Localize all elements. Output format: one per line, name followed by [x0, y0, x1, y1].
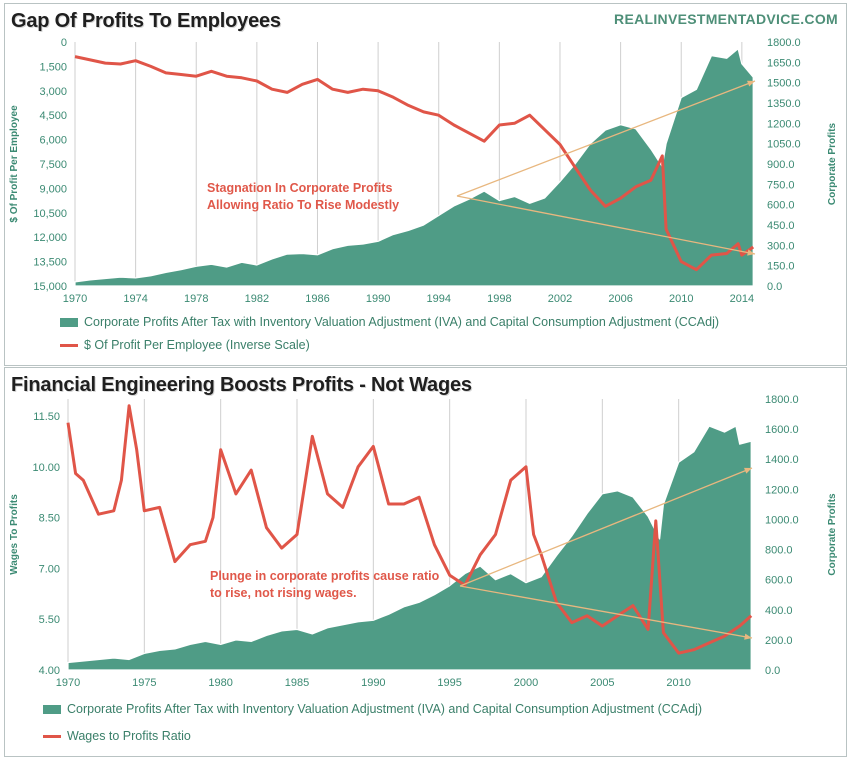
x-tick-label: 1986 [305, 293, 329, 305]
y-right-tick-label: 1050.0 [767, 139, 801, 151]
x-tick-label: 2002 [548, 293, 572, 305]
y-left-tick-label: 6,000 [39, 135, 67, 147]
y-left-tick-label: 5.50 [39, 614, 60, 626]
x-tick-label: 1995 [437, 677, 461, 689]
legend-swatch-area [60, 318, 78, 328]
legend-swatch-line [43, 735, 61, 739]
trend-arrow-up [456, 80, 756, 197]
x-tick-label: 1982 [245, 293, 269, 305]
x-tick-label: 1990 [366, 293, 390, 305]
y-right-tick-label: 200.0 [765, 635, 793, 647]
chart-title-2: Financial Engineering Boosts Profits - N… [11, 374, 472, 396]
y-left-tick-label: 0 [61, 37, 67, 49]
chart-2-plot: 1970 1975 1980 1985 1990 1995 2000 2005 2010 4.00… [9, 394, 838, 689]
y-right-tick-label: 600.0 [767, 200, 795, 212]
profits-area-series [67, 425, 752, 671]
y-left-tick-label: 4,500 [39, 110, 67, 122]
y-left-tick-label: 10.00 [32, 462, 60, 474]
x-tick-label: 2000 [514, 677, 538, 689]
y-right-tick-label: 300.0 [767, 240, 795, 252]
trend-arrow-down-head [747, 249, 755, 256]
x-tick-label: 1970 [56, 677, 80, 689]
legend-item-area-2: Corporate Profits After Tax with Invento… [43, 702, 702, 716]
y-right-tick-label: 1000.0 [765, 514, 799, 526]
chart-title-1: Gap Of Profits To Employees [11, 10, 281, 32]
chart-1-plot: 1970 1974 1978 1982 1986 1990 1994 1998 2002 2006… [9, 37, 838, 305]
y-left-tick-label: 4.00 [39, 665, 60, 677]
y-right-tick-label: 1200.0 [767, 118, 801, 130]
x-tick-label: 2006 [608, 293, 632, 305]
legend-item-area-1: Corporate Profits After Tax with Invento… [60, 315, 719, 329]
y-right-tick-label: 0.0 [765, 665, 780, 677]
y-right-tick-label: 0.0 [767, 281, 782, 293]
trend-arrow-up [459, 467, 753, 587]
y-left-tick-label: 9,000 [39, 183, 67, 195]
x-tick-label: 1998 [487, 293, 511, 305]
legend-label-area: Corporate Profits After Tax with Invento… [67, 702, 703, 716]
annotation-1: Stagnation In Corporate Profits Allowing… [207, 181, 400, 212]
y-right-tick-label: 1350.0 [767, 98, 801, 110]
trend-arrow-down-head [744, 633, 752, 640]
y-left-axis-title: Wages To Profits [9, 494, 20, 575]
y-left-tick-label: 13,500 [33, 257, 67, 269]
x-tick-label: 1970 [63, 293, 87, 305]
site-watermark: REALINVESTMENTADVICE.COM [614, 11, 838, 27]
y-right-tick-label: 750.0 [767, 179, 795, 191]
y-left-tick-label: 10,500 [33, 208, 67, 220]
trend-arrow-down [456, 195, 756, 255]
trend-arrow-up-head [747, 80, 755, 87]
y-right-tick-label: 1600.0 [765, 424, 799, 436]
annotation-2: Plunge in corporate profits cause ratio … [210, 569, 440, 600]
x-tick-label: 1974 [123, 293, 147, 305]
legend-item-line-1: $ Of Profit Per Employee (Inverse Scale) [60, 338, 310, 352]
x-tick-label: 1985 [285, 677, 309, 689]
ratio-line-series [74, 55, 755, 272]
y-right-tick-label: 1800.0 [767, 37, 801, 49]
x-tick-label: 2010 [669, 293, 693, 305]
x-tick-label: 1994 [426, 293, 450, 305]
y-left-tick-label: 11.50 [33, 411, 60, 423]
x-tick-label: 1978 [184, 293, 208, 305]
y-right-tick-label: 150.0 [767, 261, 795, 273]
x-tick-label: 1975 [132, 677, 156, 689]
legend-swatch-area [43, 705, 61, 715]
profits-area-series [74, 48, 754, 287]
x-tick-label: 2014 [730, 293, 754, 305]
y-right-tick-label: 1500.0 [767, 78, 801, 90]
trend-arrow-down [459, 585, 753, 639]
x-tick-label: 2005 [590, 677, 614, 689]
x-tick-label: 1990 [361, 677, 385, 689]
legend-label-line: $ Of Profit Per Employee (Inverse Scale) [84, 338, 310, 352]
y-right-tick-label: 1800.0 [765, 394, 799, 406]
y-right-axis-title: Corporate Profits [827, 122, 838, 205]
y-left-tick-label: 3,000 [39, 86, 67, 98]
x-tick-label: 1980 [208, 677, 232, 689]
y-right-tick-label: 600.0 [765, 575, 793, 587]
y-left-tick-label: 12,000 [33, 232, 67, 244]
chart-panel-2: Financial Engineering Boosts Profits - N… [4, 367, 847, 757]
legend-item-line-2: Wages to Profits Ratio [43, 729, 191, 743]
y-right-tick-label: 900.0 [767, 159, 795, 171]
y-left-tick-label: 8.50 [39, 513, 60, 525]
legend-label-area: Corporate Profits After Tax with Invento… [84, 315, 720, 329]
y-right-tick-label: 1200.0 [765, 484, 799, 496]
chart-panel-1: Gap Of Profits To Employees REALINVESTME… [4, 3, 847, 366]
y-left-axis-title: $ Of Profit Per Employee [9, 105, 20, 223]
y-right-tick-label: 1400.0 [765, 454, 799, 466]
y-right-tick-label: 1650.0 [767, 57, 801, 69]
y-right-axis-title: Corporate Profits [827, 493, 838, 576]
y-right-tick-label: 800.0 [765, 545, 793, 557]
y-left-tick-label: 1,500 [39, 61, 67, 73]
legend-label-line: Wages to Profits Ratio [67, 729, 191, 743]
y-left-tick-label: 7.00 [39, 563, 60, 575]
y-left-tick-label: 15,000 [33, 281, 67, 293]
y-right-tick-label: 400.0 [765, 605, 793, 617]
x-tick-label: 2010 [666, 677, 690, 689]
y-left-tick-label: 7,500 [39, 159, 67, 171]
y-right-tick-label: 450.0 [767, 220, 795, 232]
legend-swatch-line [60, 344, 78, 348]
trend-arrow-up-head [744, 467, 752, 474]
